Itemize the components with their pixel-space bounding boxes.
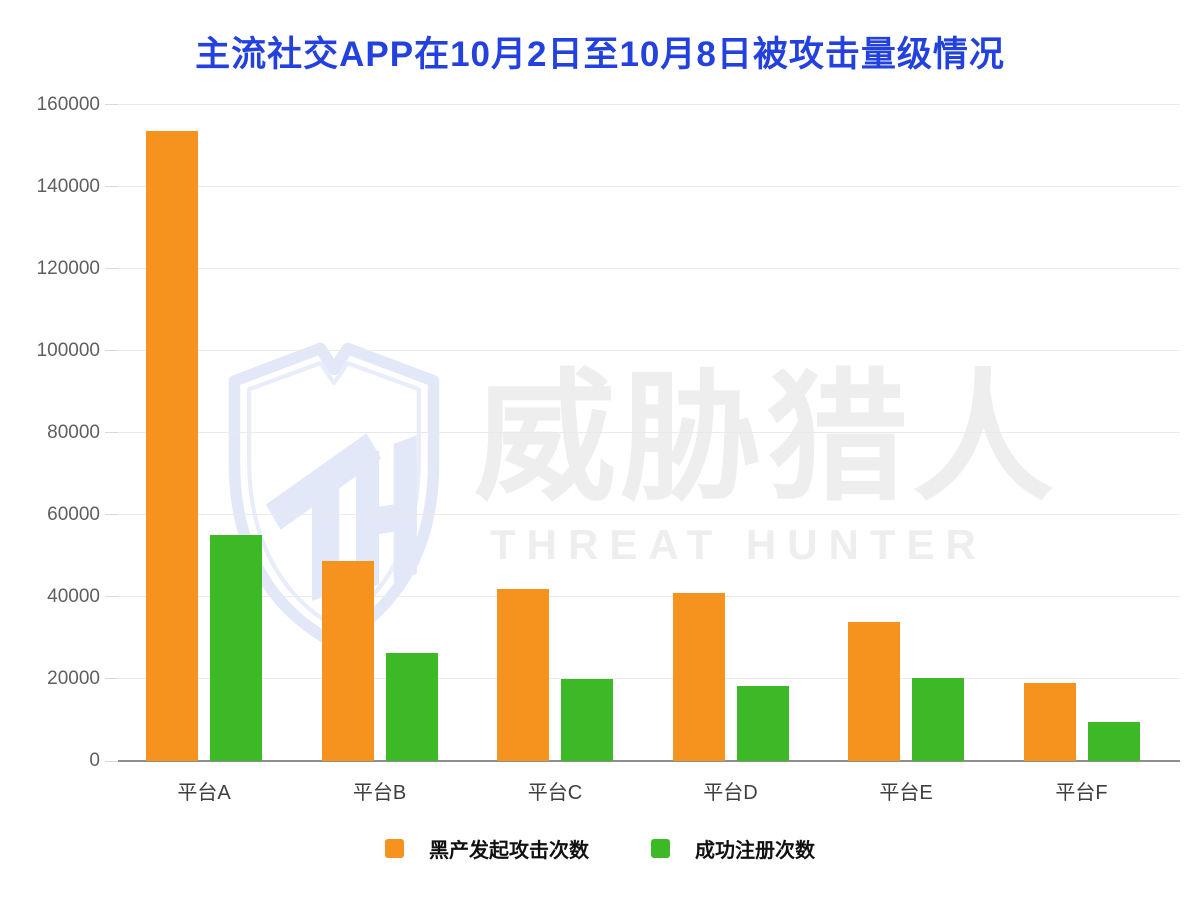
bar-attacks-平台A — [146, 131, 198, 761]
x-axis-category-label: 平台B — [352, 782, 407, 804]
bar-attacks-平台D — [672, 592, 725, 761]
legend-label-attacks: 黑产发起攻击次数 — [429, 839, 589, 862]
bar-registrations-平台E — [912, 678, 964, 761]
watermark-en-text: THREAT HUNTER — [490, 521, 987, 568]
gridline — [118, 678, 1180, 680]
y-axis-tick-label: 20000 — [47, 667, 100, 689]
y-axis-tick — [105, 186, 118, 188]
gridline — [118, 350, 1180, 352]
y-axis-tick-label: 80000 — [47, 421, 100, 443]
x-axis-category-label: 平台C — [527, 782, 583, 804]
bar-registrations-平台F — [1087, 722, 1140, 761]
legend-swatch-attacks-icon — [385, 838, 404, 858]
gridline — [118, 432, 1180, 434]
y-axis-tick — [105, 596, 118, 598]
gridline — [118, 596, 1180, 598]
x-axis-category-label: 平台A — [177, 782, 231, 804]
x-axis-category-label: 平台D — [703, 782, 758, 804]
legend-label-registrations: 成功注册次数 — [695, 839, 815, 862]
y-axis-tick-label: 100000 — [36, 339, 100, 361]
x-axis-category-label: 平台F — [1055, 782, 1108, 804]
bar-attacks-平台B — [321, 561, 374, 761]
legend-item-attacks: 黑产发起攻击次数 — [385, 834, 589, 863]
gridline — [118, 514, 1180, 516]
bar-registrations-平台A — [210, 535, 262, 761]
bar-attacks-平台E — [848, 622, 900, 761]
legend-swatch-registrations-icon — [651, 838, 670, 858]
y-axis-tick-label: 120000 — [36, 257, 100, 279]
y-axis-tick-label: 60000 — [47, 503, 100, 525]
gridline — [118, 186, 1180, 188]
y-axis-tick-label: 0 — [89, 750, 100, 771]
bar-registrations-平台C — [561, 678, 613, 761]
x-axis-line — [118, 760, 1180, 762]
y-axis-tick-label: 40000 — [47, 585, 100, 607]
x-axis-category-label: 平台E — [879, 782, 933, 804]
gridline — [118, 268, 1180, 270]
gridline — [118, 104, 1180, 105]
y-axis-tick-label: 160000 — [36, 93, 100, 115]
bar-registrations-平台B — [385, 652, 438, 761]
chart-title: 主流社交APP在10月2日至10月8日被攻击量级情况 — [195, 35, 1005, 74]
watermark-cn-text: 威胁猎人 — [474, 359, 1058, 518]
y-axis-tick — [105, 760, 118, 762]
bar-registrations-平台D — [736, 686, 789, 761]
y-axis-tick — [105, 678, 118, 680]
y-axis-tick — [105, 268, 118, 270]
legend-item-registrations: 成功注册次数 — [651, 834, 815, 863]
bar-attacks-平台C — [497, 588, 549, 761]
y-axis-tick — [105, 514, 118, 516]
y-axis-tick — [105, 104, 118, 105]
legend: 黑产发起攻击次数 成功注册次数 — [0, 833, 1200, 863]
y-axis-tick — [105, 350, 118, 352]
y-axis-tick — [105, 432, 118, 434]
y-axis-tick-label: 140000 — [36, 175, 100, 197]
bar-attacks-平台F — [1023, 683, 1076, 761]
